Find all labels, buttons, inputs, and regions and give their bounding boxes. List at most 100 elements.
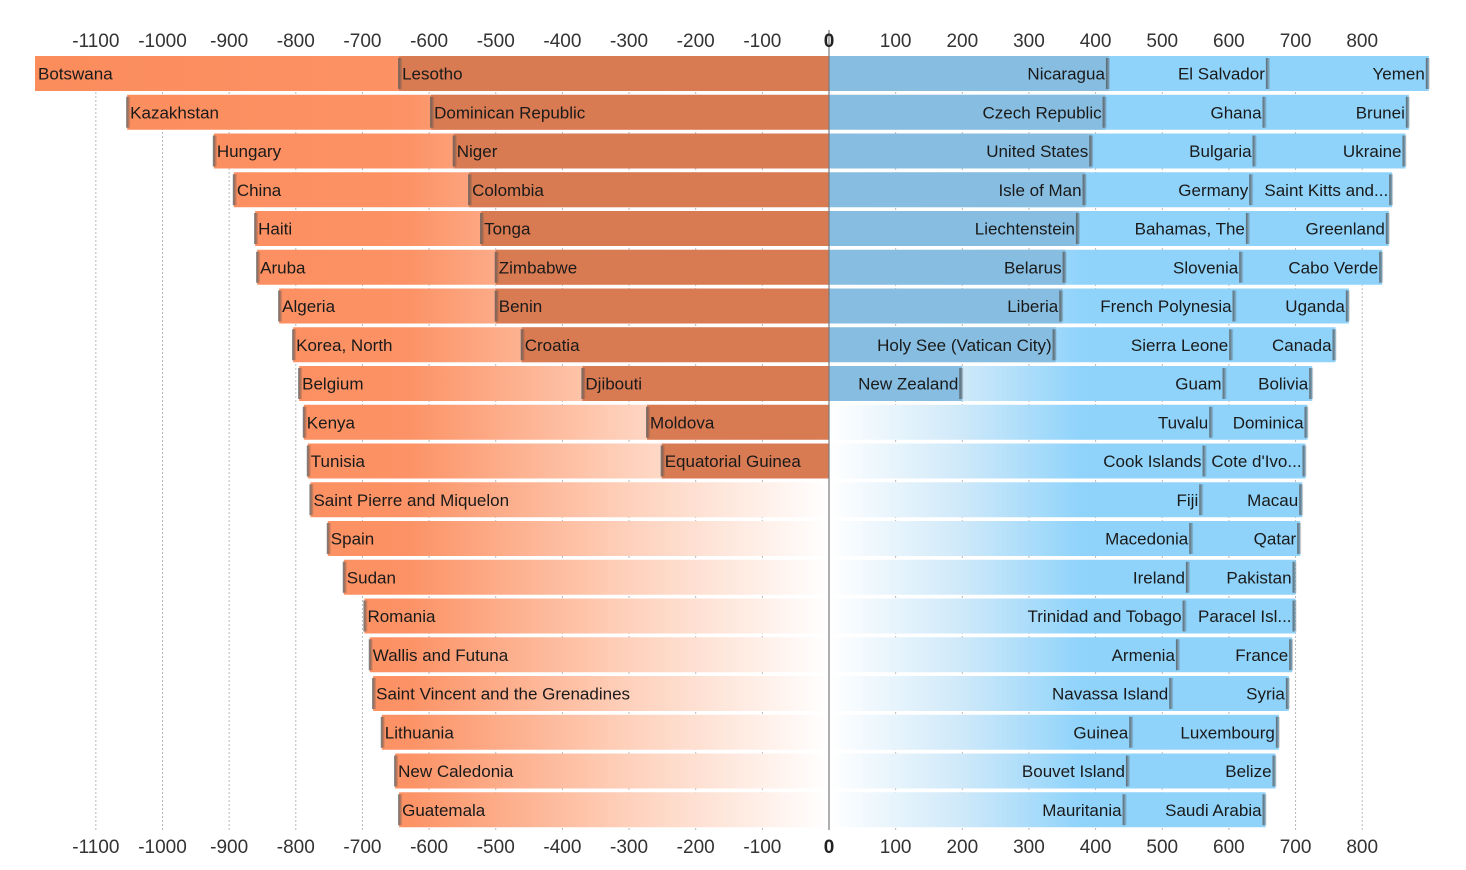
bar-label-fiji: Fiji <box>1177 491 1199 510</box>
bar-label-guinea: Guinea <box>1073 723 1128 742</box>
grid-lines <box>95 56 1363 830</box>
segment-boundary <box>368 639 373 671</box>
segment-boundary <box>1292 600 1297 632</box>
bar-label-cabo-verde: Cabo Verde <box>1288 258 1378 277</box>
segment-boundary <box>1379 251 1384 283</box>
segment-boundary <box>1202 445 1207 477</box>
bar-label-saint-vincent-and-the-grenadines: Saint Vincent and the Grenadines <box>376 685 630 704</box>
bar-neg-niger <box>453 133 829 169</box>
segment-boundary <box>398 58 403 89</box>
segment-boundary <box>1175 639 1180 671</box>
segment-boundary <box>1272 755 1277 787</box>
bar-label-ukraine: Ukraine <box>1343 142 1402 161</box>
bar-label-aruba: Aruba <box>260 258 306 277</box>
x-tick-label-bottom: -500 <box>477 837 515 858</box>
bar-label-moldova: Moldova <box>650 413 715 432</box>
bar-neg-tonga <box>481 211 829 246</box>
segment-boundary <box>126 96 131 128</box>
segment-boundary <box>1402 135 1407 167</box>
bar-pos-czech-republic <box>829 94 1106 130</box>
x-tick-label-top: 400 <box>1080 31 1112 52</box>
segment-boundary <box>1232 290 1237 322</box>
bar-label-isle-of-man: Isle of Man <box>998 181 1081 200</box>
bar-label-ghana: Ghana <box>1211 103 1263 122</box>
bar-label-syria: Syria <box>1246 685 1285 704</box>
bar-label-macau: Macau <box>1247 491 1298 510</box>
x-tick-label-top: -300 <box>610 31 648 52</box>
bar-label-dominica: Dominica <box>1233 413 1304 432</box>
x-tick-label-bottom: -200 <box>677 837 715 858</box>
bar-label-tonga: Tonga <box>484 220 531 239</box>
bar-neg-new-caledonia <box>395 753 829 789</box>
segment-boundary <box>1385 213 1390 244</box>
bar-label-luxembourg: Luxembourg <box>1180 723 1275 742</box>
x-tick-label-top: -1100 <box>72 31 119 52</box>
bar-label-yemen: Yemen <box>1373 65 1425 84</box>
segment-boundary <box>1062 251 1067 283</box>
segment-boundary <box>468 174 473 206</box>
bar-neg-saint-pierre-and-miquelon <box>310 482 829 518</box>
segment-boundary <box>306 445 311 477</box>
bar-label-belarus: Belarus <box>1004 258 1062 277</box>
segment-boundary <box>1105 58 1110 89</box>
bar-pos-belarus <box>829 249 1066 285</box>
bar-label-korea-north: Korea, North <box>296 336 392 355</box>
x-tick-label-top: -1000 <box>138 31 187 52</box>
bar-label-lesotho: Lesotho <box>402 65 463 84</box>
bar-neg-djibouti <box>582 366 829 401</box>
bar-neg-wallis-and-futuna <box>369 637 829 673</box>
x-tick-label-top: 800 <box>1346 31 1378 52</box>
segment-boundary <box>1052 329 1057 361</box>
segment-boundary <box>1265 58 1270 89</box>
bar-label-new-caledonia: New Caledonia <box>398 762 514 781</box>
segment-boundary <box>1169 678 1174 709</box>
bar-pos-liberia <box>829 288 1063 324</box>
bar-pos-nicaragua <box>829 56 1109 91</box>
bar-label-holy-see-vatican-city: Holy See (Vatican City) <box>877 336 1051 355</box>
bar-neg-lesotho <box>399 56 829 91</box>
segment-boundary <box>363 600 368 632</box>
segment-boundary <box>326 523 331 554</box>
bars <box>35 56 1430 828</box>
bar-label-bahamas-the: Bahamas, The <box>1135 220 1245 239</box>
bar-pos-isle-of-man <box>829 172 1086 208</box>
bar-label-belgium: Belgium <box>302 375 363 394</box>
segment-boundary <box>1185 561 1190 593</box>
bar-label-colombia: Colombia <box>472 181 544 200</box>
segment-boundary <box>1302 445 1307 477</box>
segment-boundary <box>1089 135 1094 167</box>
segment-boundary <box>1189 523 1194 554</box>
segment-boundary <box>212 135 217 167</box>
segment-boundary <box>1075 213 1080 244</box>
segment-boundary <box>1102 96 1107 128</box>
segment-boundary <box>660 445 665 477</box>
bar-neg-romania <box>364 598 829 634</box>
segment-boundary <box>1332 329 1337 361</box>
bar-pos-syria <box>829 676 1289 711</box>
x-tick-label-bottom: 600 <box>1213 837 1245 858</box>
x-axis-bottom: -1100 -1000 -900 -800 -700 -600 -500 -400 -300 -2… <box>72 837 1378 858</box>
x-tick-label-bottom: 700 <box>1280 837 1312 858</box>
x-tick-label-bottom: -1000 <box>138 837 187 858</box>
segment-boundary <box>394 755 399 787</box>
segment-boundary <box>1239 251 1244 283</box>
x-tick-label-top: -700 <box>343 31 381 52</box>
bar-label-sudan: Sudan <box>347 568 396 587</box>
x-tick-label-top: 0 <box>824 31 835 52</box>
bar-label-navassa-island: Navassa Island <box>1052 685 1168 704</box>
bar-label-slovenia: Slovenia <box>1173 258 1239 277</box>
segment-boundary <box>1125 755 1130 787</box>
segment-boundary <box>380 716 385 748</box>
bar-label-liechtenstein: Liechtenstein <box>975 220 1075 239</box>
segment-boundary <box>959 368 964 399</box>
bar-label-paracel-isl: Paracel Isl... <box>1198 607 1292 626</box>
bar-label-macedonia: Macedonia <box>1105 530 1189 549</box>
bar-pos-united-states <box>829 133 1093 169</box>
x-tick-label-top: -100 <box>743 31 781 52</box>
segment-boundary <box>1122 794 1127 826</box>
segment-boundary <box>1275 716 1280 748</box>
bar-pos-cote-d-ivo <box>829 443 1306 479</box>
bar-label-france: France <box>1235 646 1288 665</box>
x-tick-label-top: -500 <box>477 31 515 52</box>
x-tick-label-top: -200 <box>677 31 715 52</box>
